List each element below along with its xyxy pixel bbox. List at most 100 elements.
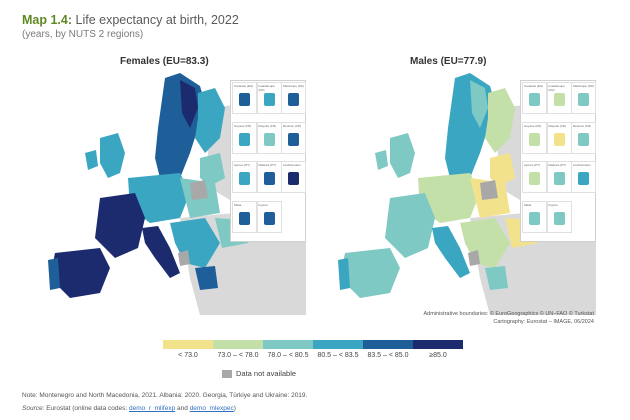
females-inset-shape-8: [288, 172, 299, 185]
legend-swatch-5: [413, 340, 463, 349]
females-insets: Canarias (ES) Guadeloupe (FR) Martinique (…: [230, 80, 306, 242]
males-inset-shape-8: [578, 172, 589, 185]
region-france: [95, 193, 145, 258]
females-inset-label-1: Guadeloupe (FR): [258, 84, 275, 92]
map-title: Map 1.4: Life expectancy at birth, 2022: [22, 13, 239, 27]
males-inset-9: Malta: [522, 200, 547, 233]
females-inset-shape-0: [239, 93, 250, 106]
males-inset-label-10: Kypros: [548, 202, 558, 207]
source-link-1[interactable]: demo_r_mlifexp: [128, 405, 176, 412]
source-prefix: Source:: [22, 405, 45, 412]
region-greece: [485, 266, 508, 290]
males-inset-label-3: Guyane (FR): [524, 123, 542, 128]
legend-not-available-label: Data not available: [236, 369, 297, 378]
females-inset-shape-2: [288, 93, 299, 106]
males-inset-shape-7: [553, 172, 565, 185]
legend-swatch-4: [363, 340, 413, 349]
legend-swatch-0: [163, 340, 213, 349]
region-italy: [432, 226, 470, 278]
females-inset-shape-6: [239, 172, 250, 185]
females-inset-5: Réunion (FR): [281, 121, 306, 154]
legend-swatch-1: [213, 340, 263, 349]
region-finland: [195, 88, 225, 153]
region-germany-poland: [128, 173, 190, 223]
females-inset-label-3: Guyane (FR): [234, 123, 252, 128]
region-not-available: [178, 250, 190, 266]
legend-label-5: ≥85.0: [429, 352, 447, 359]
map-subtitle: (years, by NUTS 2 regions): [22, 29, 144, 40]
males-inset-label-4: Mayotte (FR): [548, 123, 567, 128]
region-not-available-2: [190, 180, 208, 200]
males-inset-5: Réunion (FR): [571, 121, 596, 154]
source-end: ): [233, 405, 236, 412]
females-inset-9: Malta: [232, 200, 257, 233]
females-inset-label-9: Malta: [234, 202, 242, 207]
females-inset-label-5: Réunion (FR): [283, 123, 302, 128]
males-map: Canarias (ES) Guadeloupe (FR) Martinique (…: [320, 68, 596, 315]
males-inset-shape-0: [529, 93, 540, 106]
males-panel-title: Males (EU=77.9): [410, 56, 487, 67]
females-inset-shape-10: [263, 211, 275, 225]
region-baltics: [200, 153, 225, 186]
males-inset-shape-3: [529, 132, 540, 146]
legend-label-2: 78.0 – < 80.5: [267, 352, 309, 359]
region-italy: [142, 226, 180, 278]
females-inset-label-6: Açores (PT): [234, 163, 251, 167]
males-inset-label-1: Guadeloupe (FR): [548, 84, 565, 92]
source-mid: and: [175, 405, 190, 412]
legend-label-4: 83.5 – < 85.0: [367, 352, 409, 359]
males-inset-label-2: Martinique (FR): [573, 84, 594, 88]
note: Note: Montenegro and North Macedonia, 20…: [22, 392, 308, 399]
cartography-text: Cartography: Eurostat – IMAGE, 06/2024: [493, 318, 594, 325]
females-inset-7: Madeira (PT): [256, 161, 282, 193]
males-inset-label-9: Malta: [524, 202, 532, 207]
region-portugal: [338, 258, 350, 290]
admin-boundaries-text: Administrative boundaries: © EuroGeograp…: [423, 311, 594, 317]
males-inset-shape-5: [578, 132, 589, 146]
source: Source: Eurostat (online data codes: dem…: [22, 405, 236, 412]
males-inset-label-8: Liechtenstein: [573, 163, 591, 167]
legend-label-3: 80.5 – < 83.5: [317, 352, 359, 359]
region-germany-poland: [418, 173, 480, 223]
region-greece: [195, 266, 218, 290]
males-inset-shape-6: [529, 172, 540, 185]
region-norway-north: [180, 80, 198, 128]
males-inset-shape-2: [578, 93, 589, 106]
females-inset-shape-4: [263, 132, 275, 146]
males-inset-6: Açores (PT): [522, 161, 547, 193]
map-title-text: Life expectancy at birth, 2022: [72, 13, 239, 27]
region-spain: [50, 248, 110, 298]
males-inset-shape-4: [553, 132, 565, 146]
females-panel-title: Females (EU=83.3): [120, 56, 209, 67]
females-inset-1: Guadeloupe (FR): [256, 82, 282, 114]
source-link-2[interactable]: demo_mlexpec: [189, 405, 234, 412]
legend-label-0: < 73.0: [178, 352, 198, 359]
females-inset-label-7: Madeira (PT): [258, 163, 277, 167]
region-not-available: [468, 250, 480, 266]
males-inset-4: Mayotte (FR): [546, 121, 572, 154]
males-inset-label-0: Canarias (ES): [524, 84, 543, 88]
region-uk: [390, 133, 415, 178]
region-spain: [340, 248, 400, 298]
females-inset-label-4: Mayotte (FR): [258, 123, 277, 128]
males-inset-3: Guyane (FR): [522, 121, 547, 154]
males-inset-shape-9: [529, 211, 540, 225]
region-norway-north: [470, 80, 488, 128]
females-inset-label-10: Kypros: [258, 202, 268, 207]
region-finland: [485, 88, 515, 153]
males-inset-7: Madeira (PT): [546, 161, 572, 193]
females-inset-shape-3: [239, 132, 250, 146]
females-inset-10: Kypros: [256, 200, 282, 233]
source-text: Eurostat (online data codes:: [44, 405, 129, 412]
map-number: Map 1.4:: [22, 13, 73, 27]
region-not-available-2: [480, 180, 498, 200]
legend-swatch-3: [313, 340, 363, 349]
females-inset-shape-1: [263, 93, 275, 106]
region-ireland: [375, 150, 388, 170]
males-inset-shape-1: [553, 93, 565, 106]
legend-swatch-2: [263, 340, 313, 349]
females-inset-shape-5: [288, 132, 299, 146]
attribution: Administrative boundaries: © EuroGeograp…: [394, 311, 594, 326]
region-baltics: [490, 153, 515, 186]
males-inset-2: Martinique (FR): [571, 82, 596, 114]
